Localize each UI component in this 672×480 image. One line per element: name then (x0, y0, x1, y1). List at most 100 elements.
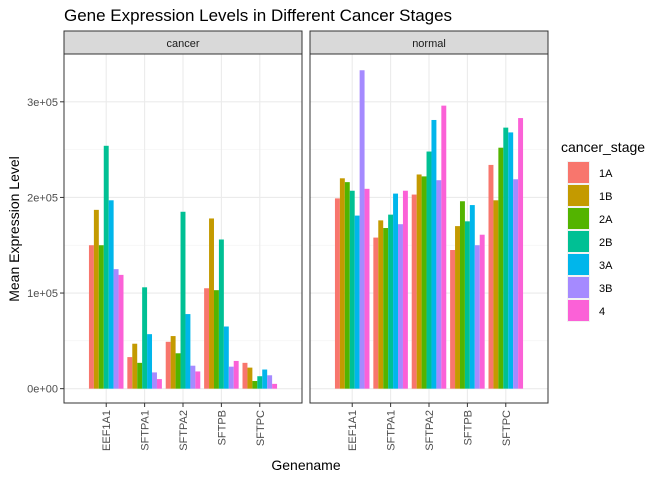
bar-cancer-SFTPB-3A (223, 326, 229, 389)
bar-normal-EEF1A1-3A (354, 215, 360, 389)
bar-cancer-SFTPB-2A (213, 290, 219, 389)
bar-normal-SFTPC-3B (513, 179, 519, 389)
bar-normal-SFTPC-4 (518, 118, 524, 389)
legend-title: cancer_stage (561, 139, 645, 155)
y-tick-label: 1e+05 (27, 288, 58, 300)
bar-normal-SFTPA2-3A (431, 119, 437, 389)
bar-normal-SFTPB-3A (469, 205, 475, 389)
x-tick-label: SFTPB (216, 410, 228, 445)
bar-cancer-SFTPA2-3A (185, 314, 191, 389)
bar-normal-SFTPA2-2B (426, 151, 432, 389)
bar-normal-SFTPB-3B (474, 245, 480, 389)
bar-cancer-EEF1A1-4 (118, 274, 124, 389)
bar-cancer-SFTPB-4 (233, 360, 239, 389)
bar-cancer-EEF1A1-1B (93, 209, 99, 389)
bar-normal-SFTPA1-3A (393, 193, 399, 389)
bar-normal-SFTPC-1A (488, 164, 494, 389)
bar-normal-EEF1A1-1B (339, 178, 345, 389)
bar-cancer-SFTPB-2B (218, 239, 224, 389)
bar-cancer-SFTPB-3B (228, 366, 234, 389)
legend-label: 4 (599, 306, 605, 318)
x-axis-title: Genename (271, 457, 340, 473)
bar-normal-SFTPA1-1A (373, 237, 379, 389)
bar-normal-SFTPC-2B (503, 127, 509, 389)
bar-normal-SFTPA2-3B (436, 180, 442, 389)
bar-normal-EEF1A1-4 (364, 188, 370, 389)
legend: cancer_stage 1A 1B 2A 2B 3A 3B 4 (561, 139, 645, 322)
bar-cancer-SFTPC-2A (252, 381, 258, 389)
bar-normal-SFTPC-1B (493, 200, 499, 389)
chart-title: Gene Expression Levels in Different Canc… (64, 6, 452, 25)
bar-cancer-SFTPA1-1B (132, 343, 138, 389)
x-tick-label: SFTPB (462, 410, 474, 445)
y-tick-label: 0e+00 (27, 384, 58, 396)
bar-cancer-SFTPB-1B (209, 218, 214, 389)
legend-swatch (568, 208, 589, 229)
legend-label: 2A (599, 214, 613, 226)
x-tick-label: EEF1A1 (101, 410, 113, 451)
bar-cancer-SFTPC-2B (257, 376, 263, 389)
bar-cancer-EEF1A1-2A (98, 245, 104, 389)
facet-strip-label: cancer (166, 38, 199, 50)
legend-swatch (568, 185, 589, 206)
facet-strip-label: normal (412, 38, 446, 50)
facet-panels: cancer EEF1A1 SFTPA1 SFTPA2 SFTPB SFTPC normal… (63, 30, 549, 451)
bar-normal-EEF1A1-2A (344, 182, 350, 389)
legend-item-2B: 2B (567, 230, 612, 253)
bar-normal-SFTPB-1B (455, 226, 460, 389)
bar-normal-EEF1A1-3B (359, 70, 365, 389)
bar-cancer-SFTPC-1A (242, 362, 248, 389)
legend-swatch (568, 254, 589, 275)
x-tick-label: SFTPC (501, 410, 513, 446)
bar-cancer-SFTPC-3A (262, 369, 268, 389)
bar-cancer-SFTPB-1A (204, 288, 210, 389)
x-tick-label: EEF1A1 (347, 410, 359, 451)
bar-normal-SFTPA1-2A (383, 228, 389, 389)
bar-normal-SFTPA2-4 (441, 105, 447, 389)
legend-item-1A: 1A (567, 161, 613, 184)
bar-cancer-SFTPC-1B (247, 367, 253, 389)
legend-item-4: 4 (567, 299, 605, 322)
legend-item-1B: 1B (567, 184, 612, 207)
bar-cancer-SFTPA2-2B (180, 211, 186, 389)
bar-cancer-SFTPC-4 (272, 383, 278, 389)
bar-normal-SFTPB-4 (479, 234, 485, 389)
legend-label: 3B (599, 283, 612, 295)
x-tick-label: SFTPA1 (140, 410, 152, 451)
bar-normal-SFTPB-1A (450, 250, 456, 389)
bar-cancer-SFTPC-3B (267, 375, 273, 389)
x-tick-label: SFTPA2 (178, 410, 190, 451)
bar-cancer-SFTPA1-3A (147, 334, 153, 389)
panel-border (63, 53, 303, 404)
legend-label: 2B (599, 237, 612, 249)
bar-cancer-SFTPA2-1B (170, 336, 176, 389)
bar-cancer-SFTPA1-1A (127, 357, 133, 389)
bar-cancer-EEF1A1-2B (103, 145, 109, 389)
bar-normal-SFTPC-3A (508, 132, 514, 389)
bar-normal-SFTPB-2B (464, 221, 470, 389)
bar-cancer-EEF1A1-3A (108, 200, 114, 389)
bar-cancer-SFTPA2-1A (165, 341, 171, 389)
facet-panel-cancer: cancer EEF1A1 SFTPA1 SFTPA2 SFTPB SFTPC (63, 30, 303, 451)
x-tick-label: SFTPA1 (386, 410, 398, 451)
bar-cancer-SFTPA1-4 (156, 379, 162, 389)
bar-cancer-SFTPA1-2B (142, 287, 148, 389)
legend-label: 1A (599, 168, 613, 180)
facet-panel-normal: normal EEF1A1 SFTPA1 SFTPA2 SFTPB SFTPC (309, 30, 549, 451)
panel-border (309, 53, 549, 404)
legend-swatch (568, 162, 589, 183)
bar-cancer-SFTPA2-2A (175, 353, 181, 389)
x-tick-label: SFTPC (255, 410, 267, 446)
bar-normal-SFTPA1-2B (388, 214, 394, 389)
bar-cancer-SFTPA1-3B (152, 372, 157, 389)
bar-normal-SFTPA1-1B (378, 220, 384, 389)
bar-normal-SFTPA1-3B (398, 224, 403, 389)
bar-normal-SFTPC-2A (498, 147, 504, 389)
legend-swatch (568, 231, 589, 252)
bar-cancer-SFTPA1-2A (137, 362, 143, 389)
bar-normal-SFTPA2-2A (421, 176, 427, 389)
bar-normal-EEF1A1-1A (334, 198, 340, 389)
legend-items: 1A 1B 2A 2B 3A 3B 4 (567, 161, 613, 322)
bar-cancer-SFTPA2-4 (195, 371, 201, 389)
y-tick-label: 2e+05 (27, 192, 58, 204)
